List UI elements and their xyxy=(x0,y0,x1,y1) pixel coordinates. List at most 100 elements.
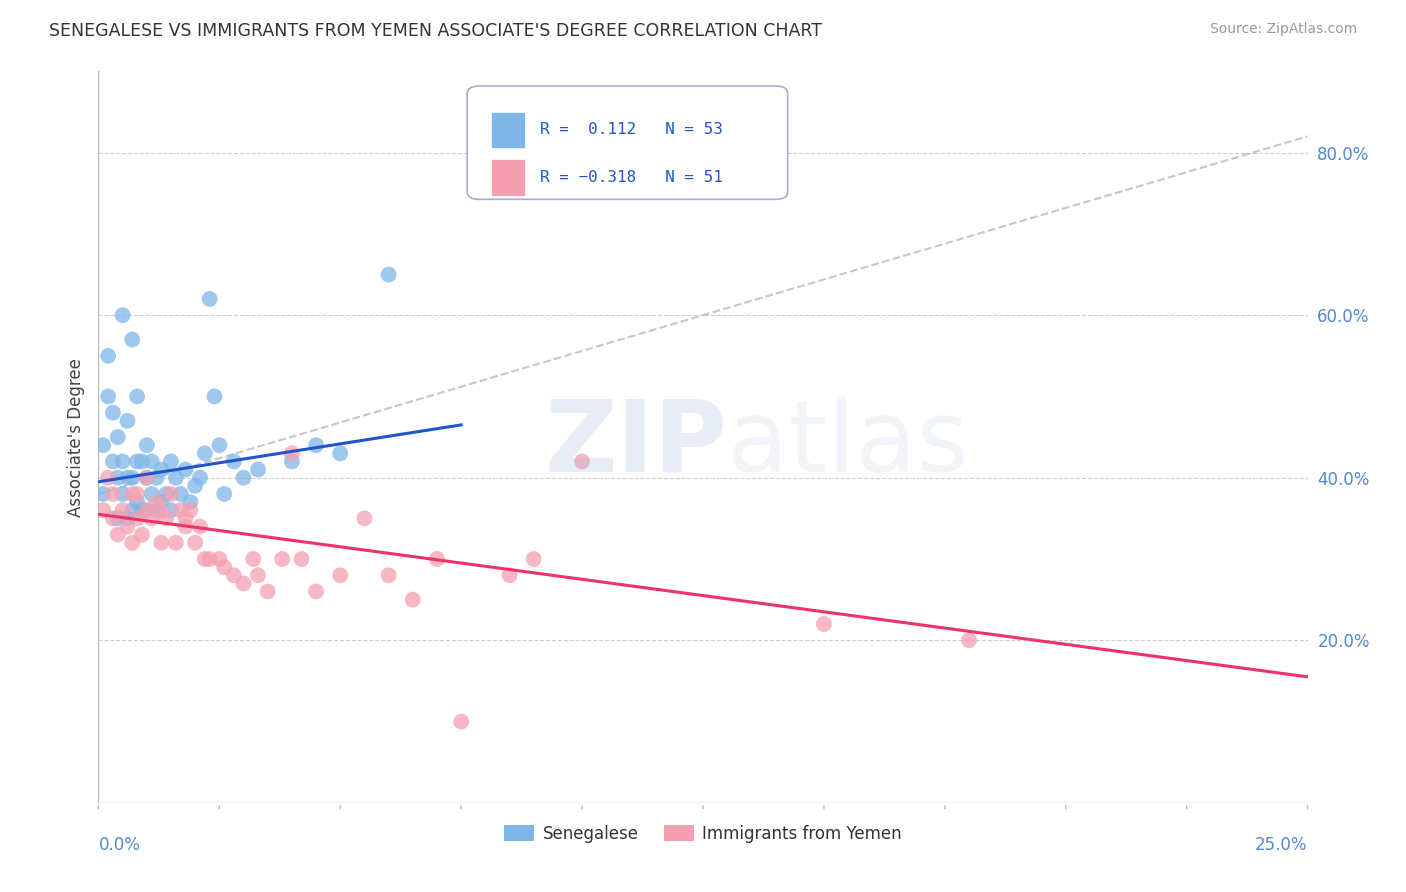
Legend: Senegalese, Immigrants from Yemen: Senegalese, Immigrants from Yemen xyxy=(498,818,908,849)
Y-axis label: Associate's Degree: Associate's Degree xyxy=(66,358,84,516)
Point xyxy=(169,487,191,501)
Point xyxy=(402,592,425,607)
FancyBboxPatch shape xyxy=(492,112,526,148)
Point xyxy=(813,617,835,632)
Point xyxy=(117,519,139,533)
Point xyxy=(145,503,167,517)
Point xyxy=(150,495,173,509)
FancyBboxPatch shape xyxy=(492,159,526,195)
Point xyxy=(179,503,201,517)
Point xyxy=(101,406,124,420)
Point xyxy=(131,527,153,541)
Point xyxy=(131,503,153,517)
Point xyxy=(174,511,197,525)
Point xyxy=(377,568,399,582)
Point xyxy=(107,511,129,525)
Text: 0.0%: 0.0% xyxy=(98,836,141,854)
Point xyxy=(329,446,352,460)
Point xyxy=(165,535,187,549)
Point xyxy=(290,552,312,566)
Point xyxy=(101,511,124,525)
Point xyxy=(101,487,124,501)
Point xyxy=(571,454,593,468)
Point xyxy=(111,308,134,322)
Point xyxy=(198,292,221,306)
Point xyxy=(222,454,245,468)
Point xyxy=(232,576,254,591)
Point xyxy=(141,487,163,501)
Point xyxy=(121,471,143,485)
Point xyxy=(97,349,120,363)
Point xyxy=(204,389,226,403)
Point xyxy=(957,633,980,648)
Point xyxy=(117,511,139,525)
Text: atlas: atlas xyxy=(727,396,969,493)
Point xyxy=(141,511,163,525)
Point xyxy=(165,471,187,485)
Point xyxy=(256,584,278,599)
Text: ZIP: ZIP xyxy=(544,396,727,493)
Point xyxy=(107,430,129,444)
Point xyxy=(188,519,211,533)
Point xyxy=(121,333,143,347)
Point xyxy=(111,487,134,501)
Point xyxy=(111,503,134,517)
Point xyxy=(194,446,217,460)
Point xyxy=(145,495,167,509)
Point xyxy=(127,495,149,509)
Point xyxy=(184,535,207,549)
Point xyxy=(174,462,197,476)
Point xyxy=(498,568,520,582)
Point xyxy=(426,552,449,566)
Point xyxy=(377,268,399,282)
Point xyxy=(188,471,211,485)
Text: R = −0.318   N = 51: R = −0.318 N = 51 xyxy=(540,169,723,185)
Point xyxy=(523,552,546,566)
Point xyxy=(135,471,157,485)
Point xyxy=(150,503,173,517)
Point xyxy=(208,438,231,452)
Point xyxy=(91,438,114,452)
Point xyxy=(135,503,157,517)
Point xyxy=(155,487,177,501)
Point xyxy=(212,487,235,501)
Point xyxy=(212,560,235,574)
Point xyxy=(121,535,143,549)
Point xyxy=(91,487,114,501)
Point xyxy=(107,527,129,541)
Point xyxy=(121,503,143,517)
Point xyxy=(117,414,139,428)
Point xyxy=(174,519,197,533)
Point xyxy=(135,438,157,452)
Point xyxy=(329,568,352,582)
Point xyxy=(127,389,149,403)
Point xyxy=(131,454,153,468)
Point xyxy=(169,503,191,517)
Text: SENEGALESE VS IMMIGRANTS FROM YEMEN ASSOCIATE'S DEGREE CORRELATION CHART: SENEGALESE VS IMMIGRANTS FROM YEMEN ASSO… xyxy=(49,22,823,40)
Point xyxy=(198,552,221,566)
Point xyxy=(194,552,217,566)
Point xyxy=(150,535,173,549)
Text: Source: ZipAtlas.com: Source: ZipAtlas.com xyxy=(1209,22,1357,37)
Point xyxy=(127,487,149,501)
Point xyxy=(232,471,254,485)
Point xyxy=(305,438,328,452)
Point xyxy=(107,471,129,485)
Point xyxy=(179,495,201,509)
Point xyxy=(145,471,167,485)
Point xyxy=(101,454,124,468)
Point xyxy=(247,568,270,582)
Point xyxy=(281,454,304,468)
Point xyxy=(91,503,114,517)
Point xyxy=(450,714,472,729)
Point xyxy=(97,389,120,403)
Point xyxy=(127,511,149,525)
Point xyxy=(305,584,328,599)
Point xyxy=(242,552,264,566)
Point xyxy=(353,511,375,525)
Point xyxy=(160,454,183,468)
Point xyxy=(184,479,207,493)
Point xyxy=(127,454,149,468)
Point xyxy=(117,471,139,485)
Point xyxy=(271,552,294,566)
